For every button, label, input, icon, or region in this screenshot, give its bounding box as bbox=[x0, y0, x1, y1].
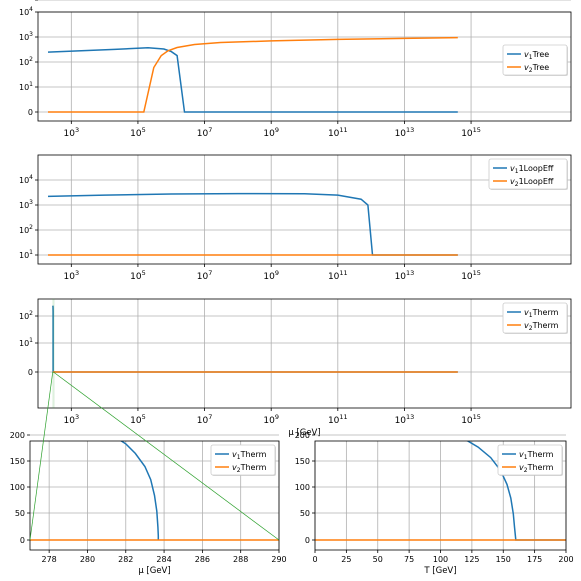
x-tick-label: 200 bbox=[558, 555, 573, 564]
y-tick-label: 102 bbox=[19, 310, 33, 321]
x-axis-label: T [GeV] bbox=[423, 566, 456, 576]
x-tick-label: 107 bbox=[197, 413, 213, 426]
y-tick-label: 200 bbox=[295, 431, 310, 440]
legend-entry: v1Therm bbox=[524, 308, 559, 319]
y-tick-label: 0 bbox=[305, 536, 310, 545]
axes-frame bbox=[37, 11, 572, 122]
legend-entry: v21LoopEff bbox=[510, 177, 554, 188]
series-line-v11LoopEff bbox=[47, 192, 458, 256]
zoom-indicator bbox=[29, 298, 280, 541]
x-tick-label: 103 bbox=[64, 126, 80, 139]
x-tick-label: 103 bbox=[64, 269, 80, 282]
y-tick-label: 100 bbox=[295, 483, 310, 492]
series-line-v1Tree bbox=[47, 47, 458, 113]
legend-box bbox=[488, 158, 568, 190]
x-tick-label: 1011 bbox=[328, 126, 348, 139]
x-tick-label: 280 bbox=[80, 555, 95, 564]
series-line-v1Therm bbox=[120, 441, 160, 540]
axes-frame bbox=[37, 298, 572, 409]
x-tick-label: 50 bbox=[373, 555, 383, 564]
x-tick-label: 288 bbox=[233, 555, 248, 564]
legend: v11LoopEff v21LoopEff bbox=[488, 158, 568, 190]
x-axis-label: μ [GeV] bbox=[138, 566, 170, 576]
x-tick-label: 1013 bbox=[395, 413, 415, 426]
y-tick-label: 103 bbox=[19, 199, 33, 210]
legend: v1Tree v2Tree bbox=[502, 44, 568, 76]
x-tick-label: 1013 bbox=[395, 269, 415, 282]
y-tick-label: 50 bbox=[300, 509, 310, 518]
x-tick-label: 105 bbox=[130, 413, 146, 426]
axes-frame bbox=[314, 440, 567, 551]
x-tick-label: 1013 bbox=[395, 126, 415, 139]
x-tick-label: 75 bbox=[404, 555, 414, 564]
x-tick-label: 109 bbox=[263, 413, 279, 426]
x-tick-label: 0 bbox=[312, 555, 317, 564]
legend-entry: v1Tree bbox=[524, 50, 549, 61]
x-tick-label: 107 bbox=[197, 269, 213, 282]
axes-frame bbox=[37, 154, 572, 265]
x-tick-label: 107 bbox=[197, 126, 213, 139]
plot-p4: 278 280 282 284 286 288 290 0 50 100 150 200 μ [GeV]… bbox=[10, 431, 287, 576]
y-tick-label: 104 bbox=[19, 174, 33, 185]
x-tick-label: 109 bbox=[263, 126, 279, 139]
legend-entry: v1Therm bbox=[232, 450, 267, 461]
series-line-v1Therm bbox=[466, 441, 566, 541]
plot-p1: 103 105 107 109 1011 1013 1015 104 103 102 101 0 v1T… bbox=[19, 6, 572, 139]
legend-entry: v2Therm bbox=[524, 321, 559, 332]
zoom-connector-left bbox=[29, 371, 54, 541]
legend-entry: v1Therm bbox=[519, 450, 554, 461]
legend: v1Therm v2Therm bbox=[210, 444, 276, 476]
y-tick-label: 102 bbox=[19, 56, 33, 67]
zoom-connector-right bbox=[53, 371, 280, 541]
x-tick-label: 100 bbox=[433, 555, 448, 564]
plot-p3: 103 105 107 109 1011 1013 1015 102 101 0 μ [GeV] v1… bbox=[19, 298, 572, 438]
x-tick-label: 125 bbox=[464, 555, 479, 564]
x-tick-label: 103 bbox=[64, 413, 80, 426]
y-tick-label: 50 bbox=[15, 509, 25, 518]
x-tick-label: 278 bbox=[42, 555, 57, 564]
x-tick-label: 25 bbox=[341, 555, 351, 564]
y-tick-label: 150 bbox=[10, 457, 25, 466]
legend-entry: v2Therm bbox=[232, 463, 267, 474]
legend-entry: v11LoopEff bbox=[510, 164, 554, 175]
axes-frame bbox=[29, 440, 280, 551]
y-tick-label: 104 bbox=[19, 6, 33, 17]
legend: v1Therm v2Therm bbox=[502, 302, 568, 334]
legend: v1Therm v2Therm bbox=[497, 444, 563, 476]
y-tick-label: 0 bbox=[28, 108, 33, 117]
y-tick-label: 101 bbox=[19, 337, 33, 348]
x-tick-label: 150 bbox=[496, 555, 511, 564]
legend-entry: v2Therm bbox=[519, 463, 554, 474]
x-tick-label: 284 bbox=[156, 555, 171, 564]
series-line-v2Tree bbox=[48, 36, 458, 113]
x-tick-label: 1015 bbox=[461, 269, 481, 282]
x-tick-label: 1011 bbox=[328, 413, 348, 426]
x-tick-label: 1015 bbox=[461, 413, 481, 426]
y-tick-label: 100 bbox=[10, 483, 25, 492]
x-tick-label: 109 bbox=[263, 269, 279, 282]
x-tick-label: 175 bbox=[527, 555, 542, 564]
y-tick-label: 102 bbox=[19, 224, 33, 235]
zoom-region bbox=[52, 298, 55, 409]
y-tick-label: 150 bbox=[295, 457, 310, 466]
plot-p5: 0 25 50 75 100 125 150 175 200 0 50 100 150 200 T [GeV… bbox=[295, 431, 574, 576]
x-tick-label: 105 bbox=[130, 126, 146, 139]
y-tick-label: 103 bbox=[19, 31, 33, 42]
y-tick-label: 0 bbox=[28, 0, 33, 2]
x-axis-label: μ [GeV] bbox=[288, 428, 320, 438]
y-tick-label: 0 bbox=[20, 536, 25, 545]
legend-entry: v2Tree bbox=[524, 63, 549, 74]
y-tick-label: 101 bbox=[19, 81, 33, 92]
plot-p2: 103 105 107 109 1011 1013 1015 104 103 102 101 0 v11… bbox=[19, 0, 572, 282]
y-tick-label: 200 bbox=[10, 431, 25, 440]
x-tick-label: 1015 bbox=[461, 126, 481, 139]
x-tick-label: 1011 bbox=[328, 269, 348, 282]
x-tick-label: 286 bbox=[195, 555, 210, 564]
x-tick-label: 105 bbox=[130, 269, 146, 282]
y-tick-label: 0 bbox=[28, 368, 33, 377]
x-tick-label: 282 bbox=[118, 555, 133, 564]
y-tick-label: 101 bbox=[19, 249, 33, 260]
x-tick-label: 290 bbox=[271, 555, 286, 564]
